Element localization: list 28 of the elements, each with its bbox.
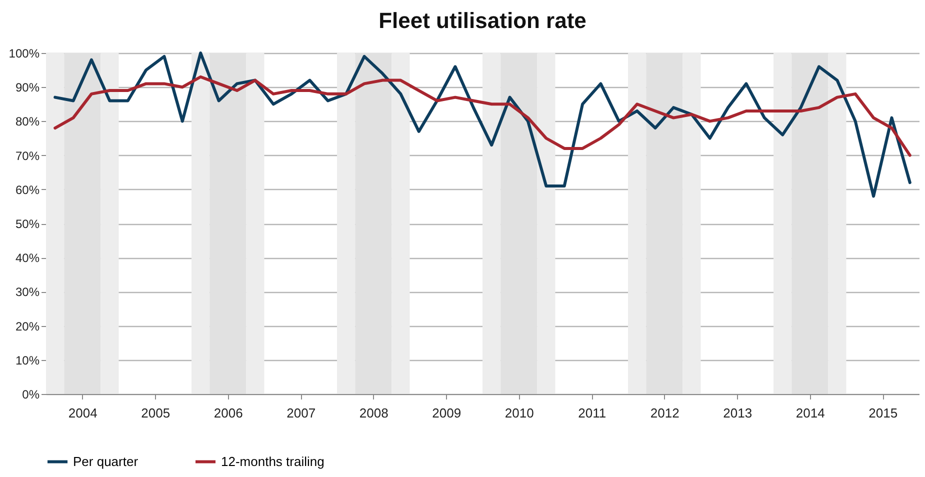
x-tick-label: 2010 (504, 406, 534, 420)
line-series (54, 52, 912, 198)
x-tick-label: 2009 (432, 406, 462, 420)
y-tick-label: 50% (15, 217, 40, 231)
y-tick-label: 0% (22, 388, 40, 402)
x-tick-label: 2008 (359, 406, 388, 420)
y-tick-label: 100% (8, 46, 40, 60)
x-tick-label: 2005 (141, 406, 170, 420)
x-tick-label: 2004 (68, 406, 98, 420)
y-tick-label: 30% (15, 285, 40, 300)
y-tick-label: 40% (15, 251, 40, 266)
line-series (54, 75, 912, 157)
y-tick-label: 10% (15, 353, 40, 368)
x-tick-label: 2007 (286, 406, 316, 420)
y-tick-label: 60% (15, 182, 40, 197)
y-tick-label: 20% (15, 319, 40, 334)
x-tick-label: 2012 (650, 406, 680, 420)
y-tick-label: 80% (15, 114, 40, 129)
legend-label: Per quarter (73, 454, 139, 469)
x-tick-label: 2015 (868, 406, 898, 420)
y-tick-label: 70% (15, 148, 40, 163)
x-tick-label: 2011 (578, 406, 606, 420)
legend-label: 12-months trailing (221, 454, 324, 469)
y-tick-label: 90% (15, 80, 40, 95)
chart-title: Fleet utilisation rate (378, 8, 586, 33)
x-tick-label: 2013 (723, 406, 752, 420)
x-tick-label: 2014 (796, 406, 825, 420)
x-tick-label: 2006 (214, 406, 243, 420)
